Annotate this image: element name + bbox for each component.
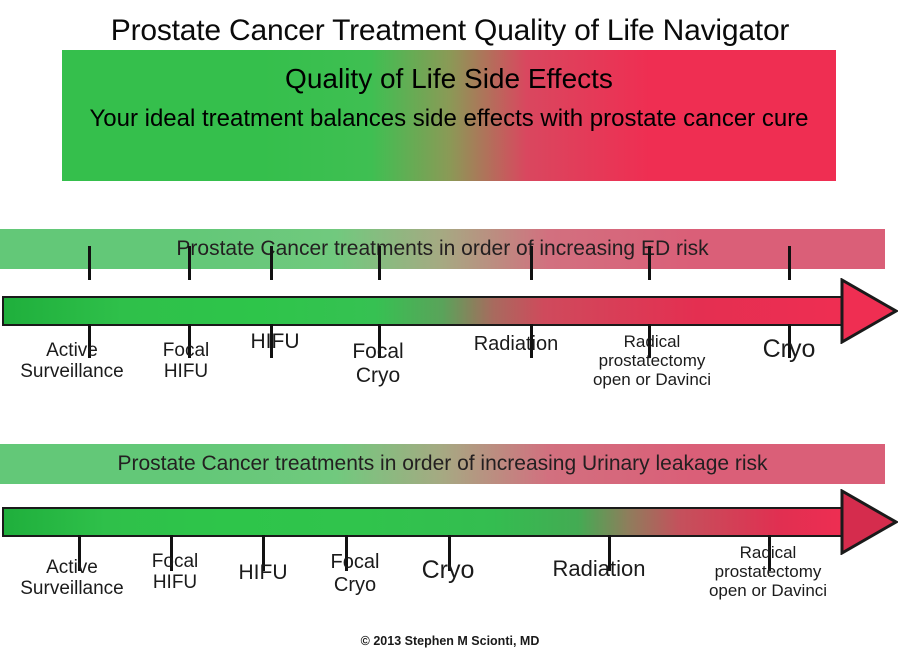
tick-mark-urinary-0-lower (78, 535, 81, 571)
tick-mark-urinary-4-lower (448, 535, 451, 571)
treatment-label-urinary-5: Radiation (552, 556, 646, 581)
tick-mark-ed-5-lower (648, 324, 651, 358)
tick-mark-ed-5 (648, 246, 651, 280)
tick-mark-urinary-2-lower (262, 535, 265, 571)
tick-mark-urinary-5-lower (608, 535, 611, 571)
tick-mark-ed-2 (270, 246, 273, 280)
treatment-label-ed-0: Active Surveillance (20, 340, 124, 383)
tick-mark-ed-3 (378, 246, 381, 280)
tick-mark-ed-4-lower (530, 324, 533, 358)
tick-mark-ed-3-lower (378, 324, 381, 358)
ed-risk-banner: Prostate Cancer treatments in order of i… (0, 229, 885, 269)
treatment-label-ed-2: HIFU (250, 330, 300, 353)
treatment-label-urinary-3: Focal Cryo (330, 551, 380, 596)
header-gradient-banner: Quality of Life Side Effects Your ideal … (62, 50, 836, 181)
tick-mark-urinary-6-lower (768, 535, 771, 571)
treatment-label-ed-4: Radiation (473, 333, 559, 355)
treatment-label-ed-3: Focal Cryo (352, 340, 404, 387)
urinary-risk-banner: Prostate Cancer treatments in order of i… (0, 444, 885, 484)
treatment-label-urinary-4: Cryo (421, 556, 475, 584)
tick-mark-ed-1-lower (188, 324, 191, 358)
tick-mark-ed-6-lower (788, 324, 791, 358)
treatment-label-urinary-6: Radical prostatectomy open or Davinci (708, 543, 828, 601)
treatment-label-urinary-2: HIFU (238, 561, 288, 584)
treatment-label-ed-5: Radical prostatectomy open or Davinci (592, 332, 712, 390)
tick-mark-ed-6 (788, 246, 791, 280)
treatment-label-ed-1: Focal HIFU (162, 340, 210, 383)
page-title: Prostate Cancer Treatment Quality of Lif… (110, 14, 790, 47)
tick-mark-urinary-1-lower (170, 535, 173, 571)
tick-mark-ed-0-lower (88, 324, 91, 358)
header-tagline: Your ideal treatment balances side effec… (89, 105, 809, 132)
tick-mark-ed-0 (88, 246, 91, 280)
header-subtitle: Quality of Life Side Effects (285, 63, 613, 94)
treatment-label-ed-6: Cryo (762, 335, 816, 363)
tick-mark-ed-2-lower (270, 324, 273, 358)
urinary-arrow-body (2, 507, 848, 537)
ed-arrow-head (840, 278, 898, 344)
tick-mark-ed-4 (530, 246, 533, 280)
copyright-notice: © 2013 Stephen M Scionti, MD (360, 634, 540, 648)
ed-arrow-body (2, 296, 848, 326)
urinary-arrow-head (840, 489, 898, 555)
treatment-label-urinary-0: Active Surveillance (20, 557, 124, 600)
urinary-risk-arrow: Active Surveillance Focal HIFU HIFU Focal C… (0, 489, 900, 600)
tick-mark-urinary-3-lower (345, 535, 348, 571)
treatment-label-urinary-1: Focal HIFU (151, 551, 199, 594)
ed-risk-arrow: Active Surveillance Focal HIFU HIFU Focal C… (0, 246, 900, 389)
tick-mark-ed-1 (188, 246, 191, 280)
